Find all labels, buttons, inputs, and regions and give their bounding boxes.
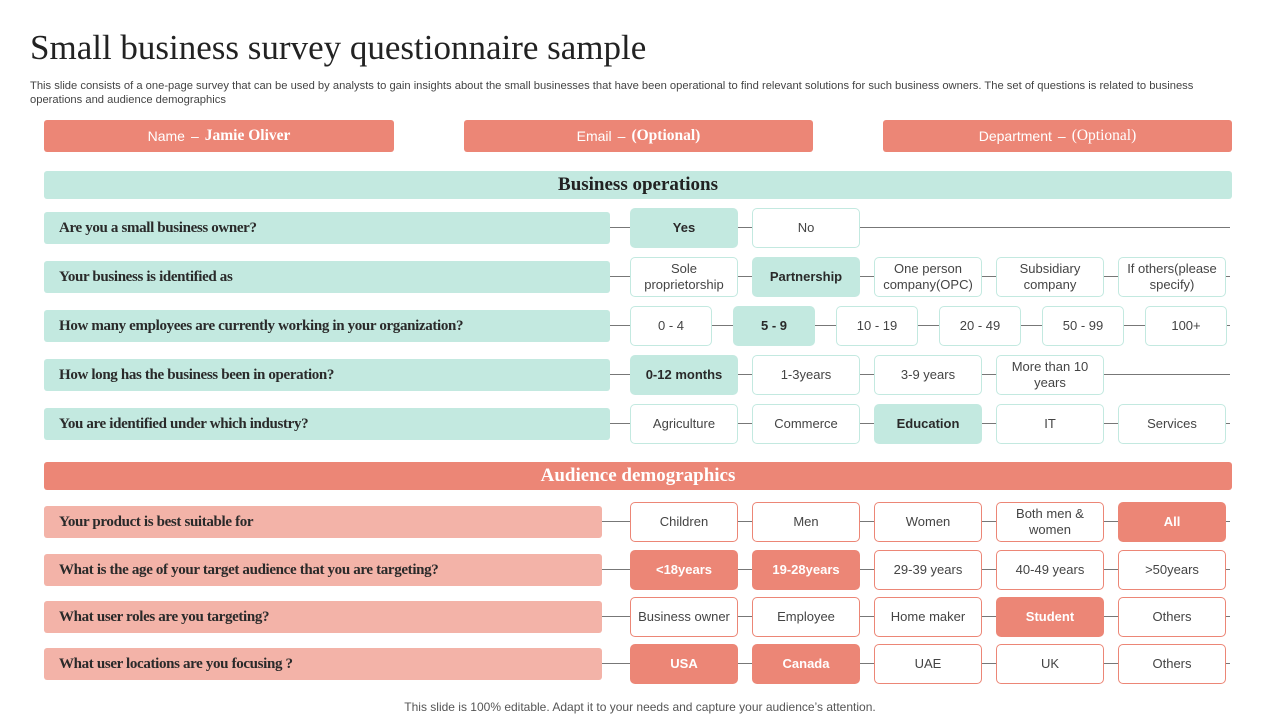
name-separator: – <box>190 128 199 144</box>
page-title: Small business survey questionnaire samp… <box>30 28 647 67</box>
answer-option[interactable]: USA <box>630 644 738 684</box>
question-row: How many employees are currently working… <box>0 306 1280 346</box>
name-label: Name <box>147 128 185 144</box>
department-field[interactable]: Department – (Optional) <box>883 120 1232 152</box>
question-label: What user locations are you focusing ? <box>44 648 602 680</box>
answer-option[interactable]: Student <box>996 597 1104 637</box>
page-description: This slide consists of a one-page survey… <box>30 80 1194 106</box>
answer-option[interactable]: Sole proprietorship <box>630 257 738 297</box>
question-row: You are identified under which industry?… <box>0 404 1280 444</box>
answer-option[interactable]: IT <box>996 404 1104 444</box>
answer-option[interactable]: Yes <box>630 208 738 248</box>
email-label: Email <box>576 128 612 144</box>
answer-option[interactable]: 0 - 4 <box>630 306 712 346</box>
answer-option[interactable]: Men <box>752 502 860 542</box>
email-separator: – <box>617 128 626 144</box>
department-label: Department <box>978 128 1052 144</box>
name-field[interactable]: Name – Jamie Oliver <box>44 120 394 152</box>
question-label: How many employees are currently working… <box>44 310 610 342</box>
answer-option[interactable]: Canada <box>752 644 860 684</box>
question-row: Are you a small business owner? Yes No <box>0 208 1280 248</box>
question-row: What user roles are you targeting? Busin… <box>0 597 1280 637</box>
answer-option[interactable]: Children <box>630 502 738 542</box>
answer-option[interactable]: UAE <box>874 644 982 684</box>
answer-option[interactable]: One person company(OPC) <box>874 257 982 297</box>
question-label: Are you a small business owner? <box>44 212 610 244</box>
answer-option[interactable]: Both men & women <box>996 502 1104 542</box>
answer-option[interactable]: All <box>1118 502 1226 542</box>
department-value: (Optional) <box>1071 127 1137 144</box>
email-value: (Optional) <box>631 127 701 144</box>
answer-option[interactable]: 19-28years <box>752 550 860 590</box>
answer-option[interactable]: If others(please specify) <box>1118 257 1226 297</box>
question-row: Your product is best suitable for Childr… <box>0 502 1280 542</box>
answer-option[interactable]: More than 10 years <box>996 355 1104 395</box>
question-label: Your product is best suitable for <box>44 506 602 538</box>
section-audience-demographics: Audience demographics <box>44 462 1232 490</box>
answer-option[interactable]: 3-9 years <box>874 355 982 395</box>
answer-option[interactable]: Education <box>874 404 982 444</box>
email-field[interactable]: Email – (Optional) <box>464 120 813 152</box>
answer-option[interactable]: Commerce <box>752 404 860 444</box>
question-label: You are identified under which industry? <box>44 408 610 440</box>
name-value: Jamie Oliver <box>204 127 291 144</box>
answer-option[interactable]: Subsidiary company <box>996 257 1104 297</box>
answer-option[interactable]: 10 - 19 <box>836 306 918 346</box>
section-business-operations: Business operations <box>44 171 1232 199</box>
question-label: What user roles are you targeting? <box>44 601 602 633</box>
answer-option[interactable]: Services <box>1118 404 1226 444</box>
answer-option[interactable]: 5 - 9 <box>733 306 815 346</box>
answer-option[interactable]: 20 - 49 <box>939 306 1021 346</box>
answer-option[interactable]: Others <box>1118 597 1226 637</box>
question-row: What is the age of your target audience … <box>0 550 1280 590</box>
answer-option[interactable]: UK <box>996 644 1104 684</box>
answer-option[interactable]: >50years <box>1118 550 1226 590</box>
answer-option[interactable]: Employee <box>752 597 860 637</box>
answer-option[interactable]: Partnership <box>752 257 860 297</box>
answer-option[interactable]: Business owner <box>630 597 738 637</box>
answer-option[interactable]: 29-39 years <box>874 550 982 590</box>
question-row: What user locations are you focusing ? U… <box>0 644 1280 684</box>
answer-option[interactable]: Women <box>874 502 982 542</box>
answer-option[interactable]: <18years <box>630 550 738 590</box>
answer-option[interactable]: 0-12 months <box>630 355 738 395</box>
question-label: How long has the business been in operat… <box>44 359 610 391</box>
department-separator: – <box>1057 128 1066 144</box>
question-label: Your business is identified as <box>44 261 610 293</box>
answer-option[interactable]: 1-3years <box>752 355 860 395</box>
answer-option[interactable]: 100+ <box>1145 306 1227 346</box>
question-row: How long has the business been in operat… <box>0 355 1280 395</box>
question-label: What is the age of your target audience … <box>44 554 602 586</box>
answer-option[interactable]: Others <box>1118 644 1226 684</box>
footer-note: This slide is 100% editable. Adapt it to… <box>404 700 876 714</box>
question-row: Your business is identified as Sole prop… <box>0 257 1280 297</box>
answer-option[interactable]: Home maker <box>874 597 982 637</box>
option-connector-line <box>600 227 1230 228</box>
answer-option[interactable]: Agriculture <box>630 404 738 444</box>
answer-option[interactable]: 50 - 99 <box>1042 306 1124 346</box>
answer-option[interactable]: 40-49 years <box>996 550 1104 590</box>
answer-option[interactable]: No <box>752 208 860 248</box>
